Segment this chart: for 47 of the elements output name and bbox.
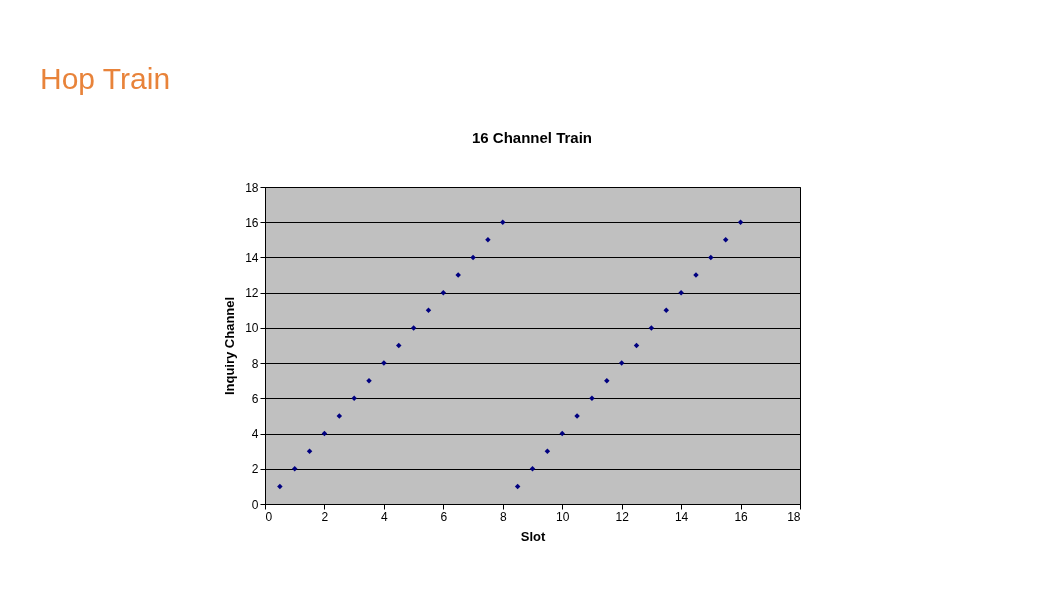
y-tick-label: 10	[245, 321, 259, 336]
x-tick-label: 2	[321, 509, 329, 524]
point	[648, 325, 655, 331]
y-tick-label: 4	[251, 427, 259, 442]
point	[336, 413, 343, 419]
point	[618, 360, 625, 366]
point	[544, 448, 551, 454]
point	[589, 395, 595, 402]
point	[663, 307, 669, 314]
x-tick-label: 18	[787, 509, 801, 524]
point	[708, 254, 714, 261]
x-tick-label: 8	[499, 509, 507, 524]
y-tick-label: 14	[245, 250, 259, 265]
point	[559, 430, 565, 437]
chart-title: 16 Channel Train	[471, 129, 593, 146]
point	[470, 254, 476, 261]
point	[678, 289, 684, 296]
point	[722, 237, 729, 243]
point	[366, 377, 372, 384]
point	[500, 219, 506, 225]
y-tick-label: 16	[245, 215, 259, 230]
point	[529, 466, 536, 472]
x-tick-label: 16	[734, 509, 749, 524]
point	[425, 307, 432, 314]
x-tick-label: 6	[440, 509, 448, 524]
x-tick-label: 14	[674, 509, 689, 524]
point	[351, 395, 357, 402]
point	[440, 289, 447, 296]
x-tick-label: 10	[556, 509, 570, 524]
y-tick-label: 12	[245, 286, 259, 301]
point	[410, 325, 417, 331]
text: Hop Train	[40, 62, 171, 95]
point	[737, 219, 744, 225]
x-axis-title: Slot	[520, 528, 546, 544]
y-axis-title: Inquiry Channel	[222, 296, 238, 396]
y-tick-label: 2	[251, 462, 259, 477]
x-tick-label: 0	[265, 509, 273, 524]
x-tick-label: 12	[615, 509, 630, 524]
point	[306, 448, 313, 454]
point	[604, 377, 610, 384]
point	[277, 483, 283, 490]
y-tick-label: 18	[245, 180, 259, 195]
y-tick-label: 6	[251, 391, 259, 406]
x-tick-label: 4	[381, 509, 389, 524]
point	[291, 466, 298, 472]
y-tick-label: 0	[251, 497, 259, 512]
y-tick-label: 8	[251, 356, 259, 371]
